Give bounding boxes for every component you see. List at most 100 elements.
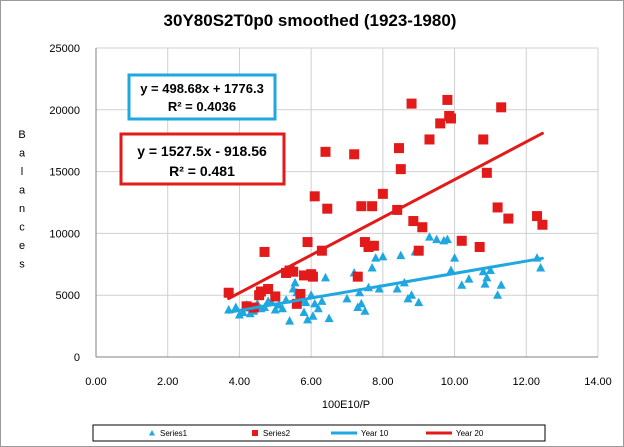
series1-point — [356, 298, 366, 308]
series2-point — [417, 222, 428, 233]
series1-point — [360, 306, 370, 315]
y-axis-label-letter: n — [19, 203, 25, 215]
series1-point — [374, 284, 384, 293]
series1-point — [313, 303, 323, 313]
series2-point — [408, 216, 419, 227]
series2-point — [302, 237, 313, 248]
y-tick-label: 10000 — [49, 228, 80, 240]
series2-point — [413, 245, 424, 256]
x-tick-label: 14.00 — [584, 376, 612, 388]
series2-point — [496, 102, 507, 113]
series1-point — [457, 280, 467, 289]
legend-year20-label: Year 20 — [456, 429, 484, 438]
series1-point — [536, 263, 546, 272]
series1-point — [432, 234, 442, 244]
y-tick-label: 20000 — [49, 105, 80, 117]
chart-title: 30Y80S2T0p0 smoothed (1923-1980) — [164, 11, 457, 30]
series1-point — [299, 307, 309, 317]
x-tick-label: 6.00 — [300, 376, 321, 388]
y-axis-label-letter: e — [19, 240, 25, 252]
year20-trendline — [227, 131, 544, 300]
series2-point — [503, 213, 514, 224]
series1-point — [480, 279, 490, 288]
x-tick-label: 8.00 — [372, 376, 393, 388]
series1-point — [478, 266, 488, 276]
series1-point — [371, 253, 381, 262]
year20-equation: y = 1527.5x - 918.56 — [137, 143, 267, 159]
series1-point — [442, 234, 452, 244]
series1-point — [496, 280, 506, 289]
series2-point — [442, 94, 453, 105]
series1-point — [277, 303, 287, 313]
series1-point — [231, 302, 241, 312]
year20-equation-box — [119, 132, 286, 186]
series2-point — [478, 134, 489, 145]
year10-equation: y = 498.68x + 1776.3 — [140, 81, 264, 96]
series2-point — [349, 149, 360, 160]
series2-point — [255, 286, 266, 297]
tick-labels: 0 5000 10000 15000 20000 25000 0.00 2.00 4.00 6.0… — [49, 43, 611, 388]
x-tick-label: 10.00 — [441, 376, 469, 388]
series2-point — [456, 235, 467, 246]
x-tick-label: 4.00 — [229, 376, 250, 388]
series2-point — [309, 191, 320, 202]
y-axis-label-letter: a — [19, 148, 26, 160]
series2-point — [537, 219, 548, 230]
series1-point — [450, 253, 460, 262]
series2-point — [259, 246, 270, 257]
legend-box — [92, 424, 546, 442]
series2-point — [291, 298, 302, 309]
series1-point — [303, 314, 313, 324]
series2-point — [406, 98, 417, 109]
y-axis-label-letter: l — [21, 166, 23, 178]
series2-points — [223, 94, 548, 313]
series1-point — [485, 265, 495, 274]
x-tick-label: 12.00 — [513, 376, 541, 388]
series1-point — [270, 305, 280, 314]
y-tick-label: 25000 — [49, 43, 80, 55]
x-axis-label: 100E10/P — [322, 399, 370, 411]
y-axis-label-letter: c — [19, 222, 25, 234]
series1-point — [446, 265, 456, 274]
series2-point — [241, 301, 252, 312]
series1-point — [285, 316, 295, 325]
series2-point — [307, 271, 318, 282]
series1-point — [234, 309, 244, 319]
trendlines — [227, 131, 544, 314]
series1-point — [367, 263, 377, 272]
series1-point — [290, 277, 300, 287]
series2-point — [377, 188, 388, 199]
series1-point — [407, 290, 417, 299]
series1-point — [320, 272, 330, 282]
legend-year10-label: Year 10 — [361, 429, 389, 438]
legend-series2-marker — [252, 430, 258, 436]
series1-point — [238, 307, 248, 317]
series2-point — [288, 266, 299, 277]
y-axis-label-letter: B — [18, 129, 25, 141]
series1-point — [245, 308, 255, 318]
series1-point — [317, 296, 327, 305]
series1-point — [464, 274, 474, 283]
year10-r2: R² = 0.4036 — [168, 99, 236, 114]
y-tick-label: 5000 — [56, 290, 80, 302]
series2-point — [295, 288, 306, 299]
series2-point — [298, 270, 309, 281]
series2-point — [263, 284, 274, 295]
y-axis-label-letter: a — [19, 185, 26, 197]
y-tick-label: 0 — [74, 352, 80, 364]
trendline-equation-boxes: y = 498.68x + 1776.3 R² = 0.4036 y = 152… — [119, 73, 286, 186]
year10-trendline — [227, 256, 544, 314]
year10-equation-box — [127, 73, 277, 121]
axes — [95, 48, 598, 358]
y-tick-label: 15000 — [49, 167, 80, 179]
series2-point — [481, 167, 492, 178]
series1-point — [378, 251, 388, 261]
series2-point — [532, 211, 543, 222]
legend-series2-label: Series2 — [263, 429, 291, 438]
series1-point — [342, 293, 352, 303]
series1-point — [414, 297, 424, 307]
series2-point — [223, 287, 234, 298]
series1-point — [482, 272, 492, 282]
